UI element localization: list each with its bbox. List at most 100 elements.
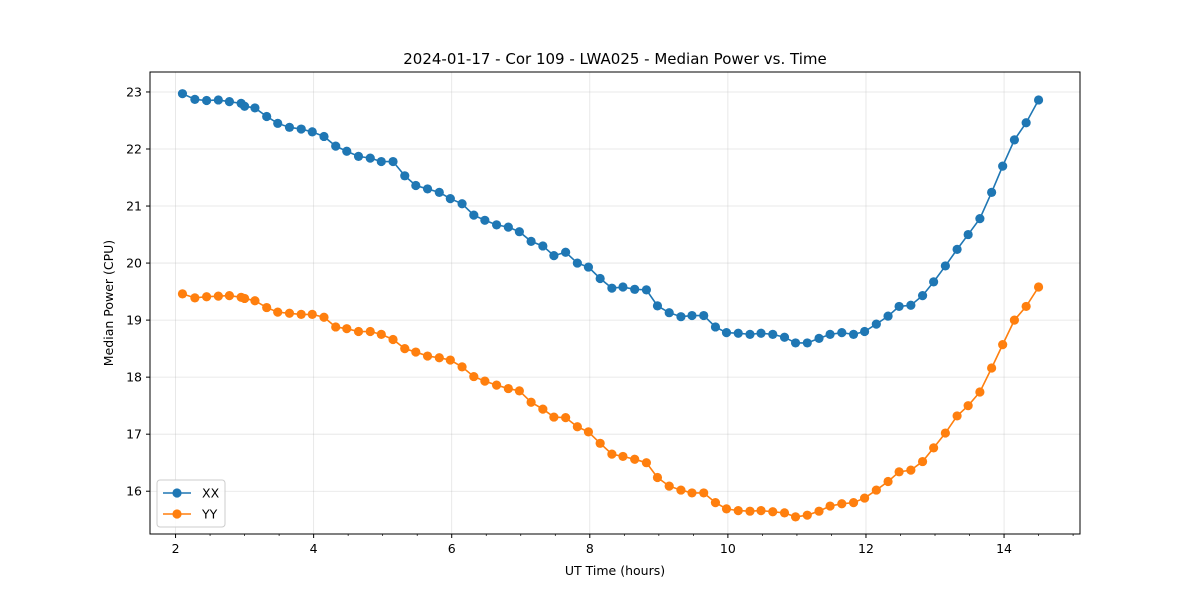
- y-tick-label: 22: [126, 142, 142, 157]
- data-point-yy: [296, 309, 306, 320]
- data-point-xx: [987, 187, 997, 197]
- data-point-xx: [503, 222, 513, 232]
- grid: [150, 72, 1080, 534]
- data-point-yy: [779, 508, 790, 518]
- data-point-xx: [434, 187, 444, 197]
- data-point-yy: [224, 290, 234, 301]
- data-point-yy: [883, 476, 893, 487]
- data-point-xx: [848, 329, 859, 339]
- data-point-yy: [940, 428, 950, 438]
- data-point-yy: [400, 344, 410, 354]
- data-point-xx: [273, 118, 283, 128]
- data-point-yy: [583, 427, 594, 437]
- data-point-xx: [883, 311, 893, 321]
- data-point-yy: [549, 412, 559, 422]
- ticks: 2 4 6 8 10 12 14 16 17 18 19 20 21 22 23: [126, 84, 1074, 556]
- data-point-yy: [284, 308, 295, 318]
- data-point-yy: [503, 383, 513, 394]
- data-point-yy: [710, 498, 721, 508]
- data-point-yy: [676, 485, 686, 495]
- data-point-yy: [202, 292, 212, 302]
- data-point-yy: [699, 488, 709, 498]
- data-point-xx: [250, 103, 260, 113]
- data-point-xx: [894, 301, 904, 312]
- data-point-yy: [491, 380, 502, 390]
- data-point-yy: [250, 296, 260, 306]
- data-point-yy: [768, 507, 778, 517]
- data-point-xx: [213, 95, 223, 105]
- data-point-yy: [756, 506, 766, 516]
- data-point-xx: [331, 141, 341, 151]
- y-tick-label: 21: [126, 199, 142, 214]
- data-point-xx: [721, 328, 732, 338]
- data-point-xx: [445, 194, 455, 204]
- data-point-yy: [262, 302, 272, 313]
- data-point-yy: [307, 309, 317, 320]
- data-point-yy: [814, 506, 824, 516]
- x-axis-label: UT Time (hours): [565, 563, 665, 578]
- data-point-xx: [514, 227, 524, 237]
- chart-title: 2024-01-17 - Cor 109 - LWA025 - Median P…: [403, 50, 827, 68]
- data-point-xx: [376, 156, 386, 167]
- data-point-xx: [1009, 135, 1020, 145]
- data-point-xx: [998, 161, 1008, 171]
- data-point-xx: [790, 338, 801, 348]
- data-point-yy: [745, 506, 755, 516]
- data-point-yy: [480, 376, 490, 386]
- series-xx: [177, 89, 1044, 348]
- data-point-yy: [802, 510, 812, 520]
- x-tick-label: 4: [310, 541, 318, 556]
- legend-label: YY: [201, 507, 218, 522]
- x-tick-label: 14: [996, 541, 1012, 556]
- data-point-xx: [469, 210, 479, 220]
- data-point-yy: [365, 326, 375, 337]
- data-point-xx: [1033, 95, 1044, 105]
- data-point-yy: [213, 291, 223, 301]
- data-point-xx: [963, 229, 973, 240]
- data-point-yy: [331, 322, 341, 332]
- data-point-yy: [630, 454, 640, 464]
- legend-item-xx: XX: [163, 486, 220, 501]
- data-point-xx: [607, 283, 617, 293]
- data-point-yy: [952, 411, 962, 421]
- data-point-yy: [837, 499, 847, 509]
- data-point-xx: [526, 236, 536, 246]
- data-point-xx: [664, 308, 674, 318]
- data-point-yy: [445, 355, 455, 365]
- y-axis-label: Median Power (CPU): [101, 240, 116, 366]
- x-tick-label: 6: [448, 541, 456, 556]
- data-point-xx: [630, 284, 640, 294]
- data-point-xx: [859, 326, 870, 337]
- data-point-yy: [607, 449, 617, 459]
- y-tick-label: 19: [126, 313, 142, 328]
- data-point-xx: [940, 261, 950, 271]
- data-point-yy: [917, 456, 928, 467]
- data-point-xx: [917, 290, 928, 301]
- data-point-xx: [733, 328, 743, 338]
- data-point-xx: [871, 319, 881, 329]
- data-point-yy: [790, 512, 801, 522]
- data-point-yy: [975, 387, 985, 397]
- data-point-xx: [561, 247, 571, 257]
- data-point-xx: [296, 124, 306, 134]
- y-tick-label: 20: [126, 256, 142, 271]
- data-point-xx: [768, 329, 778, 339]
- data-point-xx: [400, 171, 410, 181]
- plot-frame: [149, 71, 1081, 535]
- data-point-xx: [676, 312, 686, 322]
- data-point-xx: [457, 199, 467, 209]
- x-tick-label: 2: [172, 541, 180, 556]
- data-point-xx: [342, 146, 352, 156]
- data-point-xx: [411, 180, 421, 191]
- legend-item-yy: YY: [163, 507, 218, 522]
- data-point-yy: [652, 472, 663, 483]
- data-point-yy: [687, 488, 697, 498]
- data-point-xx: [975, 213, 985, 224]
- data-point-xx: [699, 310, 709, 321]
- x-tick-label: 10: [720, 541, 736, 556]
- data-point-xx: [687, 310, 697, 321]
- data-point-yy: [572, 422, 582, 432]
- data-point-yy: [526, 397, 536, 407]
- data-point-yy: [595, 438, 605, 448]
- data-point-yy: [859, 493, 870, 503]
